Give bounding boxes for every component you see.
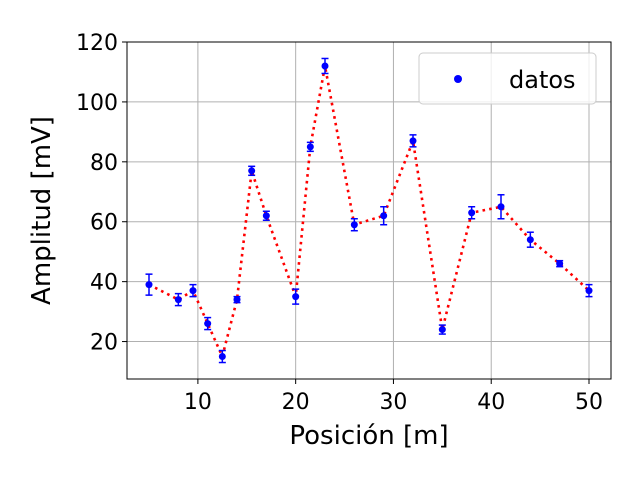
data-point [218,353,226,361]
data-point [189,287,197,295]
legend-box [418,52,597,105]
x-tick-label: 40 [477,390,505,415]
data-point [321,62,329,70]
x-tick-label: 10 [184,390,212,415]
data-point [409,137,417,145]
y-tick-label: 60 [90,211,118,236]
data-points-group [145,62,593,361]
data-point [380,212,388,220]
plot-frame [126,41,612,380]
x-tick-label: 20 [282,390,310,415]
data-point [145,281,153,289]
data-point [262,212,270,220]
y-tick-label: 100 [76,91,118,116]
legend: datos [418,52,597,105]
data-point [233,296,241,304]
data-point [292,293,300,301]
data-point [174,296,182,304]
x-tick-label: 30 [379,390,407,415]
data-point [468,209,476,217]
legend-marker-icon [454,75,462,83]
y-tick-label: 40 [90,271,118,296]
legend-label: datos [509,66,576,94]
data-point [306,143,314,151]
y-tick-label: 80 [90,151,118,176]
x-axis-label: Posición [m] [289,421,448,451]
x-ticks: 10 20 30 40 50 [184,379,603,415]
fit-line [148,65,590,361]
data-point [248,167,256,175]
y-ticks: 20 40 60 80 100 120 [76,31,127,356]
fit-line-group [148,65,590,361]
data-point [526,236,534,244]
data-point [204,320,212,328]
x-tick-label: 50 [575,390,603,415]
y-tick-label: 20 [90,331,118,356]
data-point [585,287,593,295]
data-point [438,326,446,334]
data-point [350,221,358,229]
data-point [556,260,564,268]
data-point [497,203,505,211]
y-axis-label: Amplitud [mV] [27,116,57,305]
y-tick-label: 120 [76,31,118,56]
